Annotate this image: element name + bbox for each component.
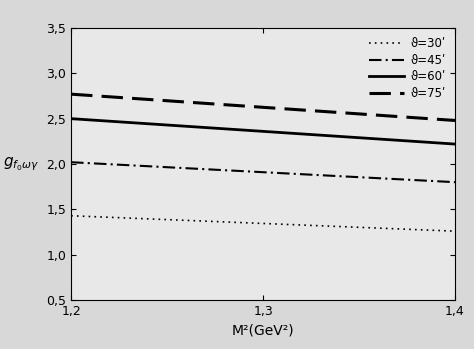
X-axis label: M²(GeV²): M²(GeV²) — [232, 324, 294, 337]
Legend: ϑ=30ʹ, ϑ=45ʹ, ϑ=60ʹ, ϑ=75ʹ: ϑ=30ʹ, ϑ=45ʹ, ϑ=60ʹ, ϑ=75ʹ — [365, 34, 449, 104]
Y-axis label: $g_{f_0\omega\gamma}$: $g_{f_0\omega\gamma}$ — [3, 155, 39, 173]
